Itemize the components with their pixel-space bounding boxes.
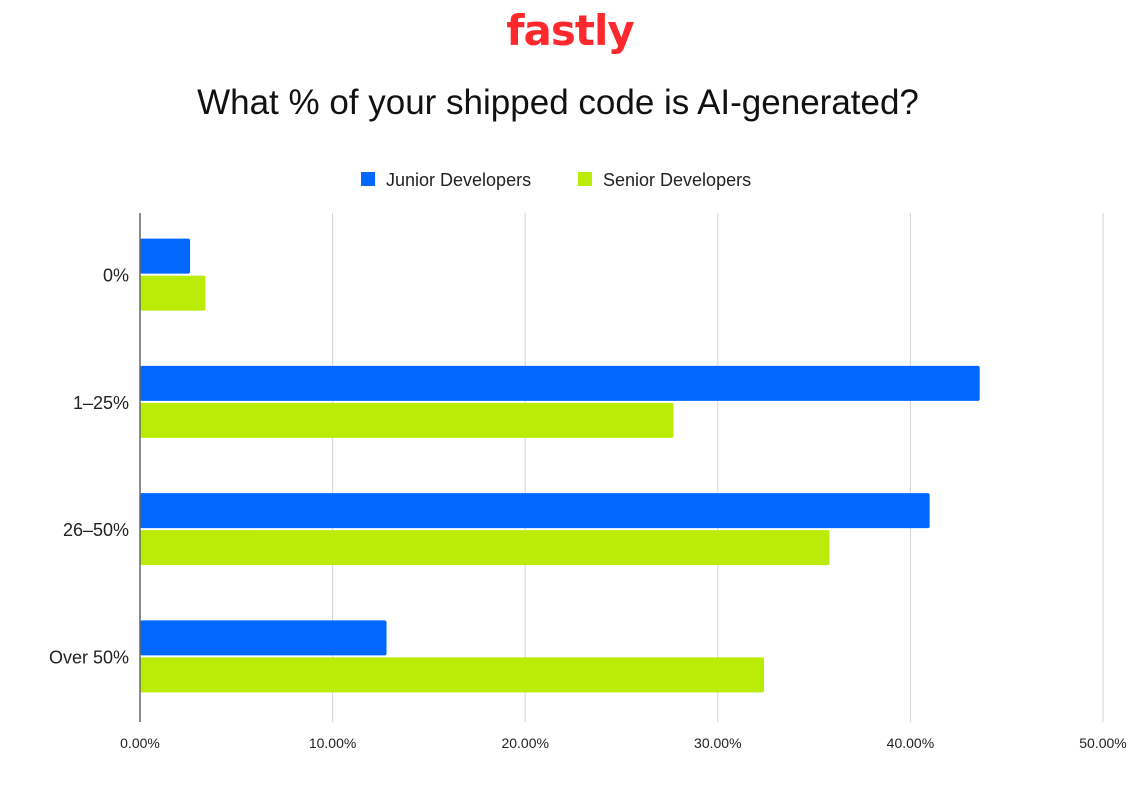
x-tick-label: 30.00% [694, 735, 741, 751]
category-label: 0% [103, 266, 129, 286]
category-label: 1–25% [73, 393, 129, 413]
gridlines [332, 213, 1104, 722]
x-tick-label: 50.00% [1079, 735, 1126, 751]
category-label: 26–50% [63, 520, 129, 540]
tick-labels: 0.00% 10.00% 20.00% 30.00% 40.00% 50.00% [120, 735, 1127, 751]
x-tick-label: 20.00% [501, 735, 548, 751]
bar-junior [140, 620, 387, 656]
x-tick-label: 40.00% [887, 735, 934, 751]
bars [140, 238, 980, 693]
bar-junior [140, 493, 930, 529]
x-tick-label: 0.00% [120, 735, 160, 751]
legend-swatch [361, 172, 375, 186]
legend: Junior Developers Senior Developers [361, 170, 751, 190]
bar-senior [140, 402, 674, 438]
category-labels: 0% 1–25% 26–50% Over 50% [49, 266, 129, 668]
legend-swatch [578, 172, 592, 186]
bar-senior [140, 657, 765, 693]
legend-label: Junior Developers [386, 170, 531, 190]
bar-junior [140, 365, 980, 401]
chart-title: What % of your shipped code is AI-genera… [197, 83, 919, 122]
x-tick-label: 10.00% [309, 735, 356, 751]
legend-label: Senior Developers [603, 170, 751, 190]
category-label: Over 50% [49, 647, 129, 667]
fastly-logo: fastly [506, 6, 634, 55]
bar-junior [140, 238, 191, 274]
bar-senior [140, 530, 830, 566]
bar-senior [140, 275, 206, 311]
